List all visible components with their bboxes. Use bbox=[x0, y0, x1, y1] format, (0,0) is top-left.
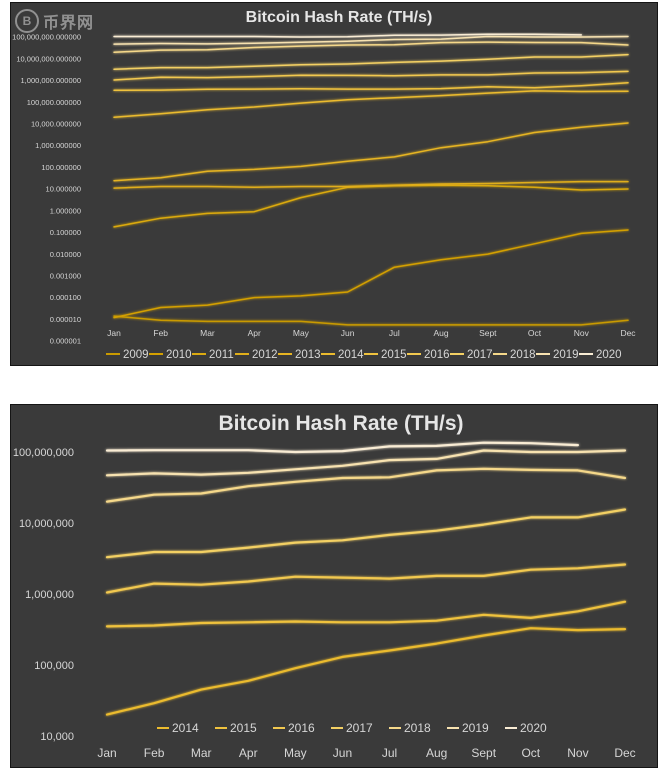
y-tick-label: 0.000010 bbox=[50, 315, 81, 324]
x-tick-label: Dec bbox=[614, 746, 635, 760]
y-tick-label: 0.000001 bbox=[50, 337, 81, 346]
y-tick-label: 10.000000 bbox=[46, 185, 81, 194]
legend-label-2014: 2014 bbox=[338, 349, 364, 361]
watermark-logo: B 币界网 bbox=[15, 9, 94, 33]
x-tick-label: Oct bbox=[521, 746, 540, 760]
series-line-2017 bbox=[113, 53, 629, 70]
series-line-2020 bbox=[105, 441, 580, 454]
legend-label-2018: 2018 bbox=[404, 721, 431, 735]
y-tick-label: 100,000.000000 bbox=[27, 98, 81, 107]
legend-label-2020: 2020 bbox=[596, 349, 622, 361]
x-tick-label: Feb bbox=[144, 746, 165, 760]
series-line-2017 bbox=[105, 508, 627, 559]
x-tick-label: Dec bbox=[620, 328, 636, 338]
x-tick-label: Apr bbox=[248, 328, 261, 338]
x-tick-label: Nov bbox=[574, 328, 590, 338]
legend-label-2016: 2016 bbox=[424, 349, 450, 361]
legend-label-2018: 2018 bbox=[510, 349, 536, 361]
x-tick-label: Jul bbox=[389, 328, 400, 338]
x-tick-label: Feb bbox=[153, 328, 168, 338]
series-line-2019 bbox=[105, 449, 627, 477]
x-tick-label: May bbox=[284, 746, 307, 760]
chart-title: Bitcoin Hash Rate (TH/s) bbox=[246, 9, 433, 26]
y-tick-label: 10,000,000 bbox=[19, 518, 74, 530]
x-tick-label: Aug bbox=[426, 746, 447, 760]
x-tick-label: Mar bbox=[191, 746, 212, 760]
x-tick-label: Sept bbox=[471, 746, 496, 760]
y-tick-label: 0.000100 bbox=[50, 293, 81, 302]
series-line-2019 bbox=[113, 35, 629, 45]
legend-label-2009: 2009 bbox=[123, 349, 149, 361]
series-line-2013 bbox=[113, 122, 629, 182]
legend-label-2017: 2017 bbox=[467, 349, 493, 361]
legend-label-2017: 2017 bbox=[346, 721, 373, 735]
series-line-2015 bbox=[113, 82, 629, 92]
legend-label-2020: 2020 bbox=[520, 721, 547, 735]
y-tick-label: 10,000,000.000000 bbox=[16, 54, 81, 63]
bitcoin-logo-icon: B bbox=[15, 9, 39, 33]
x-tick-label: Nov bbox=[567, 746, 588, 760]
x-tick-label: Mar bbox=[200, 328, 215, 338]
series-line-2009 bbox=[113, 315, 629, 326]
x-tick-label: Oct bbox=[528, 328, 542, 338]
series-line-2012 bbox=[113, 180, 629, 189]
legend-label-2015: 2015 bbox=[381, 349, 407, 361]
series-line-2018 bbox=[105, 467, 627, 503]
x-tick-label: Jul bbox=[382, 746, 397, 760]
legend-label-2016: 2016 bbox=[288, 721, 315, 735]
legend-label-2014: 2014 bbox=[172, 721, 199, 735]
y-tick-label: 100,000 bbox=[34, 660, 74, 672]
y-tick-label: 10,000.000000 bbox=[31, 119, 81, 128]
hash-rate-chart-recent: Bitcoin Hash Rate (TH/s) 100,000,000 10,00… bbox=[13, 412, 636, 760]
legend-label-2019: 2019 bbox=[553, 349, 579, 361]
series-line-2020 bbox=[113, 33, 583, 38]
series-line-2011 bbox=[113, 184, 629, 228]
series-line-2018 bbox=[113, 41, 629, 53]
watermark-text: 币界网 bbox=[43, 15, 95, 32]
legend-label-2013: 2013 bbox=[295, 349, 321, 361]
legend-label-2010: 2010 bbox=[166, 349, 192, 361]
series-line-2010 bbox=[113, 229, 629, 319]
x-tick-label: Jan bbox=[97, 746, 116, 760]
x-tick-label: Sept bbox=[479, 328, 497, 338]
y-tick-label: 1,000.000000 bbox=[35, 141, 81, 150]
y-tick-label: 1,000,000.000000 bbox=[21, 76, 81, 85]
y-tick-label: 100.000000 bbox=[41, 163, 81, 172]
chart-panel-recent: Bitcoin Hash Rate (TH/s) 100,000,000 10,00… bbox=[10, 404, 658, 768]
chart-title: Bitcoin Hash Rate (TH/s) bbox=[218, 412, 463, 435]
chart-panel-full: B 币界网 Bitcoin Hash Rate (TH/s) 100,000,00… bbox=[10, 2, 658, 366]
legend-label-2019: 2019 bbox=[462, 721, 489, 735]
y-tick-label: 0.100000 bbox=[50, 228, 81, 237]
legend-label-2015: 2015 bbox=[230, 721, 257, 735]
y-tick-label: 100,000,000.000000 bbox=[12, 33, 81, 42]
x-tick-label: May bbox=[293, 328, 310, 338]
series-line-2014 bbox=[113, 90, 629, 119]
y-tick-label: 100,000,000 bbox=[13, 447, 74, 459]
x-tick-label: Jun bbox=[333, 746, 352, 760]
y-tick-label: 10,000 bbox=[40, 731, 74, 743]
x-tick-label: Aug bbox=[434, 328, 449, 338]
legend-label-2011: 2011 bbox=[209, 349, 234, 361]
series-line-2014 bbox=[105, 627, 627, 716]
x-tick-label: Jan bbox=[107, 328, 121, 338]
y-tick-label: 0.010000 bbox=[50, 250, 81, 259]
series-line-2016 bbox=[105, 563, 627, 594]
series-line-2015 bbox=[105, 600, 627, 628]
hash-rate-chart-full: Bitcoin Hash Rate (TH/s) 100,000,000.0000… bbox=[12, 9, 636, 361]
y-tick-label: 0.001000 bbox=[50, 271, 81, 280]
y-tick-label: 1.000000 bbox=[50, 206, 81, 215]
x-tick-label: Apr bbox=[239, 746, 258, 760]
x-tick-label: Jun bbox=[341, 328, 355, 338]
y-tick-label: 1,000,000 bbox=[25, 589, 74, 601]
legend-label-2012: 2012 bbox=[252, 349, 278, 361]
series-line-2016 bbox=[113, 70, 629, 81]
